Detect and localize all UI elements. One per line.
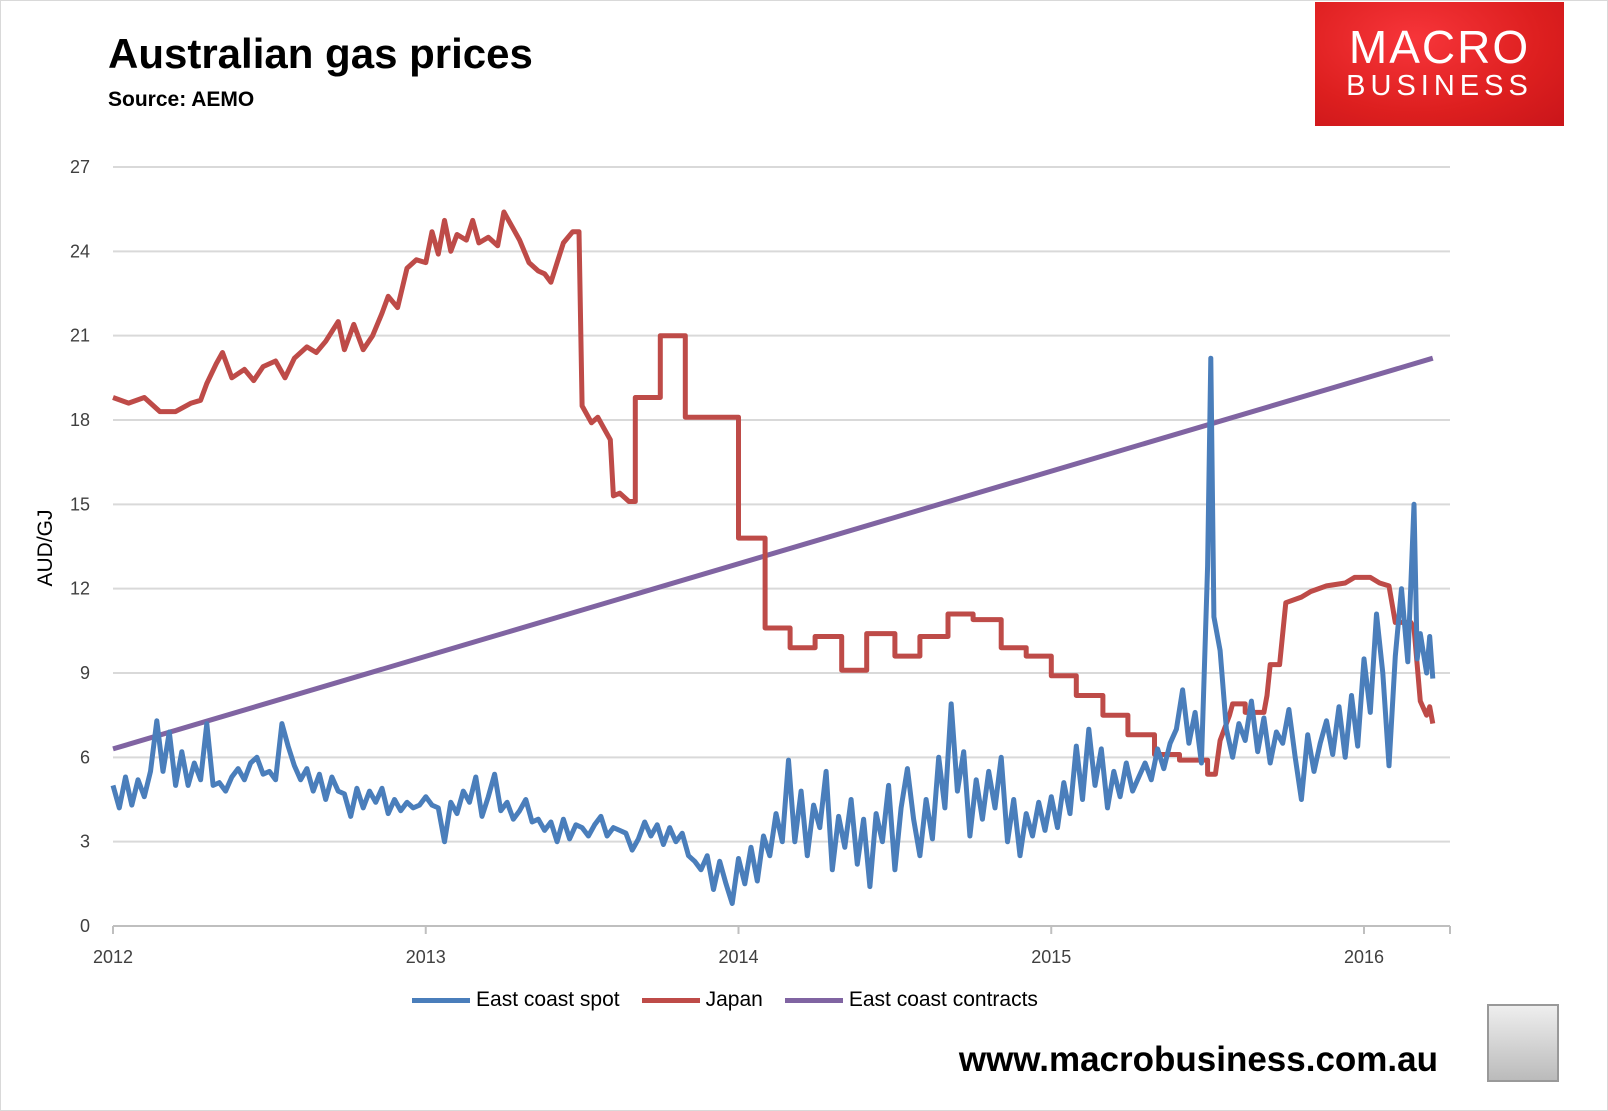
y-axis-label: AUD/GJ <box>34 509 57 586</box>
series-line-east-coast-spot <box>110 355 1436 906</box>
y-tick-label: 6 <box>80 747 90 767</box>
legend-swatch <box>784 997 843 1003</box>
x-tick-label: 2013 <box>406 947 446 967</box>
website-url: www.macrobusiness.com.au <box>958 1040 1438 1079</box>
x-tick-label: 2015 <box>1031 947 1071 967</box>
y-tick-label: 12 <box>70 579 90 599</box>
y-tick-label: 21 <box>70 326 90 346</box>
y-tick-label: 18 <box>70 410 90 430</box>
y-tick-label: 0 <box>80 916 90 936</box>
x-tick-label: 2012 <box>93 947 133 967</box>
legend-label: East coast spot <box>476 988 620 1011</box>
legend-label: East coast contracts <box>848 988 1038 1011</box>
y-tick-label: 9 <box>80 663 90 683</box>
y-tick-label: 15 <box>70 494 90 514</box>
y-tick-label: 27 <box>70 157 90 177</box>
legend-item: East coast spot <box>412 988 620 1012</box>
y-tick-label: 3 <box>80 832 90 852</box>
macrobusiness-logo: MACRO BUSINESS <box>1315 2 1564 126</box>
legend-item: East coast contracts <box>784 988 1038 1012</box>
chart-title: Australian gas prices <box>108 30 533 77</box>
series-line-east-coast-contracts <box>112 355 1434 752</box>
series-line-japan <box>112 209 1436 777</box>
legend-swatch <box>412 997 471 1003</box>
chart-subtitle: Source: AEMO <box>108 88 255 111</box>
y-tick-label: 24 <box>70 241 90 261</box>
legend-item: Japan <box>641 988 763 1012</box>
fox-mascot-image <box>1487 1004 1559 1082</box>
legend-swatch <box>641 997 700 1003</box>
logo-line1: MACRO <box>1348 21 1531 73</box>
chart-legend: East coast spot Japan East coast contracts <box>0 988 1450 1012</box>
x-tick-label: 2016 <box>1344 947 1384 967</box>
legend-label: Japan <box>705 988 763 1011</box>
x-tick-label: 2014 <box>718 947 758 967</box>
logo-line2: BUSINESS <box>1346 70 1533 102</box>
